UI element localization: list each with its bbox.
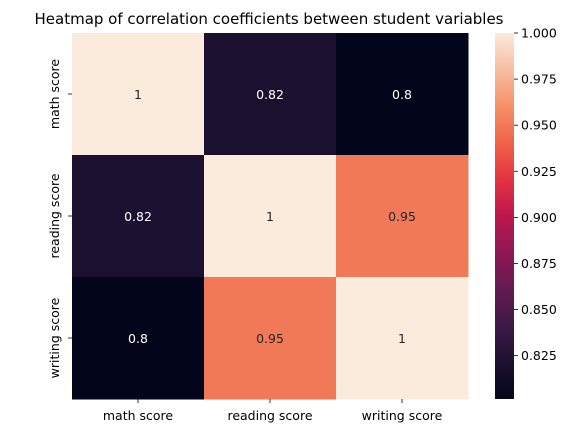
heatmap-cell <box>336 277 469 400</box>
colorbar-ticks: 0.825 0.850 0.875 0.900 0.925 0.950 0.975 1.000 <box>514 26 557 363</box>
colorbar-tick-label: 0.925 <box>521 164 557 179</box>
y-tick-label: writing score <box>47 297 62 378</box>
colorbar-tick-label: 0.875 <box>521 256 557 271</box>
heatmap-cell <box>204 277 337 400</box>
cell-annotation: 0.82 <box>124 209 152 224</box>
cell-annotation: 1 <box>266 209 274 224</box>
heatmap-cell <box>72 277 205 400</box>
colorbar <box>495 33 514 399</box>
heatmap-cell <box>204 33 337 156</box>
y-axis-ticks: math score reading score writing score <box>47 59 72 378</box>
colorbar-tick-label: 0.975 <box>521 72 557 87</box>
cell-annotation: 1 <box>398 331 406 346</box>
heatmap-cell <box>72 155 205 278</box>
x-tick-label: math score <box>103 408 174 423</box>
heatmap-cell <box>72 33 205 156</box>
colorbar-tick-label: 1.000 <box>521 26 557 41</box>
colorbar-tick-label: 0.825 <box>521 348 557 363</box>
cell-annotation: 0.95 <box>388 209 416 224</box>
heatmap-cells <box>72 33 469 400</box>
heatmap-cell <box>336 33 469 156</box>
colorbar-tick-label: 0.950 <box>521 118 557 133</box>
heatmap-cell <box>204 155 337 278</box>
chart-title: Heatmap of correlation coefficients betw… <box>35 10 504 28</box>
colorbar-tick-label: 0.900 <box>521 210 557 225</box>
x-axis-ticks: math score reading score writing score <box>103 399 443 423</box>
cell-annotation: 0.95 <box>256 331 284 346</box>
cell-annotation: 0.82 <box>256 87 284 102</box>
x-tick-label: writing score <box>362 408 443 423</box>
y-tick-label: reading score <box>47 173 62 258</box>
cell-annotation: 0.8 <box>392 87 412 102</box>
heatmap-cell <box>336 155 469 278</box>
x-tick-label: reading score <box>227 408 312 423</box>
y-tick-label: math score <box>47 59 62 130</box>
cell-annotation: 1 <box>134 87 142 102</box>
colorbar-tick-label: 0.850 <box>521 302 557 317</box>
cell-annotation: 0.8 <box>128 331 148 346</box>
cell-annotations: 1 0.82 0.8 0.82 1 0.95 0.8 0.95 1 <box>124 87 416 346</box>
